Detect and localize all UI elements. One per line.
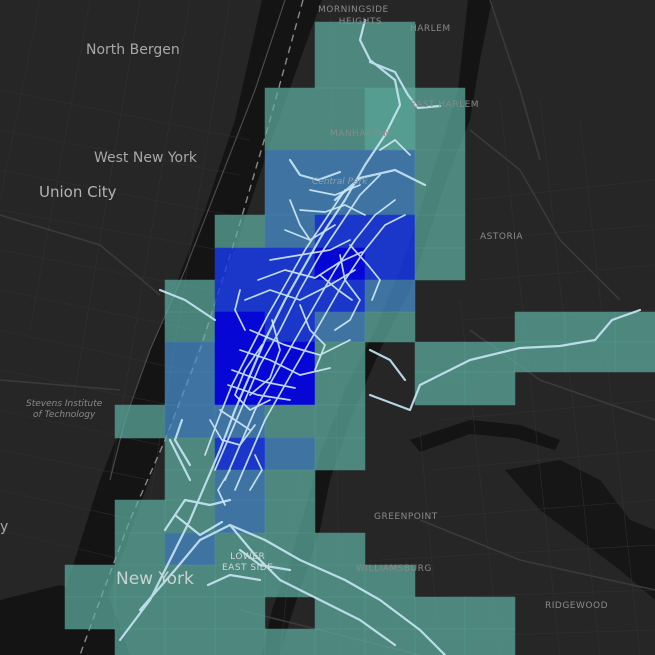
density-cell[interactable] — [214, 311, 266, 343]
density-cell[interactable] — [214, 628, 266, 655]
label-new-york: New York — [116, 569, 194, 589]
density-cell[interactable] — [314, 214, 416, 249]
density-cell[interactable] — [314, 437, 366, 471]
density-cell[interactable] — [364, 311, 416, 343]
density-cell[interactable] — [564, 341, 616, 373]
density-cell[interactable] — [514, 311, 566, 343]
density-cell[interactable] — [264, 87, 416, 151]
trip-routes — [118, 18, 642, 655]
label-edge-fragment: y — [0, 519, 9, 535]
density-cell[interactable] — [264, 437, 316, 471]
label-harlem: HARLEM — [410, 24, 451, 34]
density-cell[interactable] — [164, 341, 216, 373]
density-cell[interactable] — [414, 247, 466, 281]
label-west-new-york: West New York — [94, 150, 197, 166]
label-astoria: ASTORIA — [480, 232, 524, 242]
density-cell[interactable] — [264, 499, 316, 534]
density-cell[interactable] — [264, 628, 316, 655]
label-manhattan: MANHATTAN — [330, 129, 391, 139]
density-cell[interactable] — [164, 469, 216, 501]
density-cell[interactable] — [314, 21, 416, 89]
density-cell[interactable] — [464, 628, 516, 655]
label-lower-east-side: LOWER EAST SIDE — [222, 553, 273, 573]
density-cell[interactable] — [164, 404, 216, 439]
density-cell[interactable] — [364, 279, 416, 313]
label-williamsburg: WILLIAMSBURG — [356, 564, 432, 574]
density-cell[interactable] — [214, 499, 266, 534]
density-cell[interactable] — [314, 341, 366, 373]
density-cell[interactable] — [214, 469, 266, 501]
density-cell[interactable] — [564, 311, 616, 343]
density-cell[interactable] — [114, 532, 166, 566]
density-cell[interactable] — [464, 596, 516, 630]
label-stevens-institute: Stevens Institute of Technology — [26, 400, 102, 420]
label-central-park: Central Park — [312, 177, 368, 187]
density-cell[interactable] — [414, 214, 466, 249]
label-ridgewood: RIDGEWOOD — [545, 601, 608, 611]
density-cell[interactable] — [214, 214, 266, 249]
density-grid — [64, 21, 655, 655]
density-cell[interactable] — [364, 564, 416, 598]
label-morningside-line1: MORNINGSIDE — [318, 5, 389, 15]
density-cell[interactable] — [164, 311, 216, 343]
label-greenpoint: GREENPOINT — [374, 512, 438, 522]
density-cell[interactable] — [464, 341, 516, 373]
density-cell[interactable] — [264, 469, 316, 501]
density-cell[interactable] — [314, 532, 366, 566]
label-lower-east-side-line1: LOWER — [230, 552, 266, 562]
density-cell[interactable] — [364, 247, 416, 281]
density-cell[interactable] — [114, 628, 166, 655]
label-lower-east-side-line2: EAST SIDE — [222, 563, 274, 573]
density-cell[interactable] — [214, 247, 266, 281]
density-cell[interactable] — [414, 596, 466, 630]
label-north-bergen: North Bergen — [86, 42, 180, 58]
density-cell[interactable] — [414, 341, 466, 373]
density-cell[interactable] — [214, 596, 266, 630]
density-cell[interactable] — [414, 149, 466, 216]
density-cell[interactable] — [164, 532, 216, 566]
density-cell[interactable] — [164, 371, 216, 406]
density-cell[interactable] — [314, 404, 366, 439]
label-east-harlem: EAST HARLEM — [410, 100, 480, 110]
label-stevens-line2: of Technology — [32, 410, 96, 420]
trip-routes-dense — [204, 139, 411, 506]
density-cell[interactable] — [114, 499, 166, 534]
label-morningside-heights: MORNINGSIDE HEIGHTS — [318, 6, 389, 27]
density-cell[interactable] — [64, 596, 116, 630]
density-cell[interactable] — [264, 404, 316, 439]
density-cell[interactable] — [414, 87, 466, 151]
label-morningside-line2: HEIGHTS — [338, 17, 383, 27]
label-stevens-line1: Stevens Institute — [26, 399, 103, 409]
density-cell[interactable] — [314, 628, 366, 655]
density-cell[interactable] — [214, 564, 266, 598]
density-cell[interactable] — [214, 279, 266, 313]
density-cell[interactable] — [164, 596, 216, 630]
density-cell[interactable] — [314, 371, 366, 406]
density-cell[interactable] — [614, 341, 655, 373]
density-cell[interactable] — [114, 404, 166, 439]
density-cell[interactable] — [414, 371, 466, 406]
newtown-creek — [410, 420, 560, 452]
density-cell[interactable] — [164, 628, 216, 655]
density-cell[interactable] — [464, 371, 516, 406]
density-cell[interactable] — [64, 564, 116, 598]
label-union-city: Union City — [39, 183, 117, 201]
density-cell[interactable] — [364, 596, 416, 630]
